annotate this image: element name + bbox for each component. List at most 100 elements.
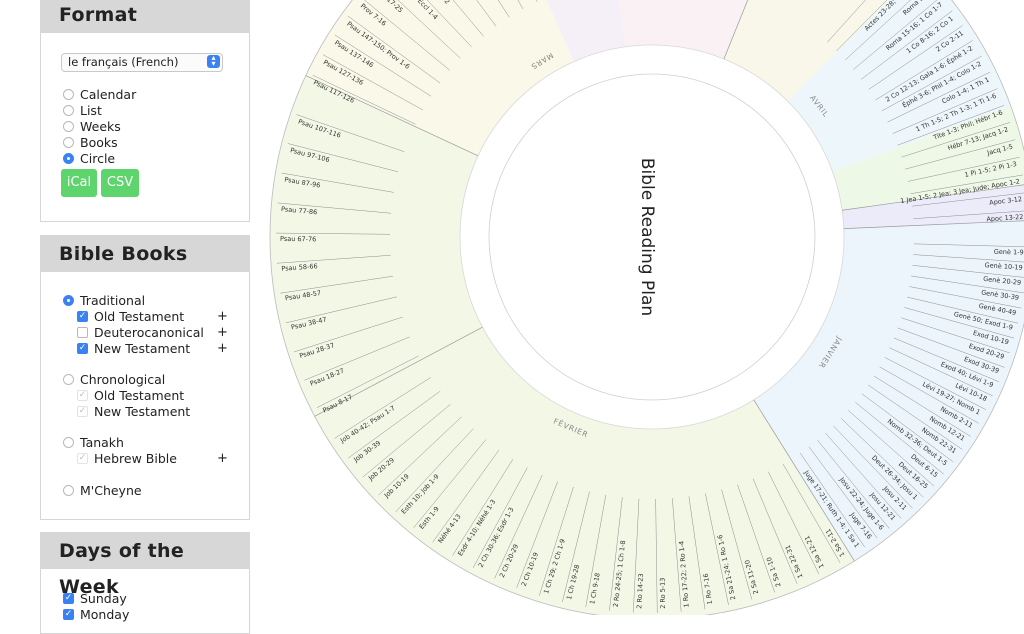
check-sunday[interactable]: ✓ xyxy=(63,593,74,604)
outer-ring xyxy=(269,0,1024,615)
check-new-testament[interactable]: ✓ xyxy=(77,343,88,354)
sector-fevrier-upper xyxy=(270,75,483,417)
reading-tick xyxy=(913,243,1024,247)
reading-tick xyxy=(897,105,1005,146)
reading-tick xyxy=(909,286,1022,309)
reading-tick xyxy=(452,0,484,37)
reading-tick xyxy=(889,347,993,397)
reading-tick xyxy=(752,478,798,584)
reading-tick xyxy=(633,498,640,613)
sector-mars-upper xyxy=(546,0,626,62)
reading-tick xyxy=(312,74,416,125)
radio-mcheyne[interactable] xyxy=(63,485,74,496)
reading-tick xyxy=(887,71,991,123)
ical-button[interactable]: iCal xyxy=(61,169,97,197)
sector-avril-low xyxy=(832,106,1024,211)
reading-tick xyxy=(912,265,1024,278)
option-sunday[interactable]: ✓ Sunday xyxy=(63,591,127,606)
expand-old-testament-button[interactable]: + xyxy=(217,309,228,324)
expand-new-testament-button[interactable]: + xyxy=(217,341,228,356)
option-deuterocanonical[interactable]: Deuterocanonical xyxy=(77,325,204,341)
reading-tick xyxy=(296,114,405,152)
center-ring xyxy=(488,73,816,401)
reading-tick xyxy=(800,452,865,548)
csv-button[interactable]: CSV xyxy=(101,169,139,197)
reading-tick xyxy=(907,156,1020,182)
reading-tick xyxy=(840,418,924,498)
radio-circle[interactable] xyxy=(63,153,74,164)
radio-calendar[interactable] xyxy=(63,89,74,100)
reading-tick xyxy=(281,172,394,193)
reading-tick xyxy=(875,40,973,101)
option-mcheyne[interactable]: M'Cheyne xyxy=(63,483,142,499)
reading-tick xyxy=(562,491,590,603)
bible-books-panel: Bible Books Traditional ✓ Old Testament +… xyxy=(40,235,250,520)
language-select-value: le français (French) xyxy=(68,55,179,69)
radio-books[interactable] xyxy=(63,137,74,148)
reading-tick xyxy=(853,0,938,70)
reading-tick xyxy=(293,316,403,353)
reading-tick xyxy=(432,449,500,543)
radio-weeks[interactable] xyxy=(63,121,74,132)
reading-tick xyxy=(672,498,682,612)
format-panel: Format le français (French) ▴ ▾ Calendar … xyxy=(40,0,250,222)
option-traditional[interactable]: Traditional xyxy=(63,293,145,309)
reading-tick xyxy=(825,433,902,519)
reading-tick xyxy=(892,88,998,134)
radio-traditional[interactable] xyxy=(63,295,74,306)
days-of-week-panel: Days of the Week ✓ Sunday ✓ Monday xyxy=(40,532,250,634)
option-chronological[interactable]: Chronological xyxy=(63,372,165,388)
reading-tick xyxy=(861,10,953,80)
reading-tick xyxy=(426,0,472,48)
option-chrono-old: ✓ Old Testament xyxy=(77,388,185,403)
reading-tick xyxy=(861,393,954,463)
format-option-books[interactable]: Books xyxy=(63,135,118,151)
option-monday[interactable]: ✓ Monday xyxy=(63,607,130,622)
reading-tick xyxy=(768,471,820,575)
reading-tick xyxy=(855,402,944,475)
option-chrono-new: ✓ New Testament xyxy=(77,404,191,419)
reading-tick xyxy=(655,498,658,613)
bible-books-title: Bible Books xyxy=(41,236,249,272)
reading-tick xyxy=(904,307,1015,339)
reading-label: Psau 77-86 xyxy=(281,205,318,216)
reading-label: Apoc 13-22 xyxy=(986,213,1024,224)
reading-tick xyxy=(347,390,441,459)
option-new-testament[interactable]: ✓ New Testament xyxy=(77,341,191,356)
format-option-weeks[interactable]: Weeks xyxy=(63,119,121,135)
reading-tick xyxy=(476,0,497,27)
format-option-circle[interactable]: Circle xyxy=(63,151,115,167)
check-deuterocanonical[interactable] xyxy=(77,327,88,338)
reading-tick xyxy=(737,484,775,593)
radio-list[interactable] xyxy=(63,105,74,116)
option-tanakh[interactable]: Tanakh xyxy=(63,435,124,451)
reading-tick xyxy=(705,493,729,606)
expand-deuterocanonical-button[interactable]: + xyxy=(217,325,228,340)
format-option-calendar[interactable]: Calendar xyxy=(63,87,136,103)
check-old-testament[interactable]: ✓ xyxy=(77,311,88,322)
reading-tick xyxy=(848,410,934,487)
month-divider xyxy=(753,399,855,562)
reading-tick xyxy=(472,467,528,568)
reading-tick xyxy=(881,55,982,112)
expand-hebrew-bible-button[interactable]: + xyxy=(217,451,228,466)
language-select[interactable]: le français (French) ▴ ▾ xyxy=(61,53,223,72)
reading-tick xyxy=(721,489,753,600)
reading-tick xyxy=(494,474,543,579)
reading-tick xyxy=(906,296,1019,324)
option-old-testament[interactable]: ✓ Old Testament xyxy=(77,309,185,324)
sector-avril xyxy=(723,0,890,102)
reading-label: 2 Ro 14-23 xyxy=(635,573,645,609)
radio-tanakh[interactable] xyxy=(63,437,74,448)
reading-tick xyxy=(879,366,979,424)
radio-chronological[interactable] xyxy=(63,374,74,385)
reading-tick xyxy=(844,0,912,61)
reading-label: Genè 10-19 xyxy=(984,261,1023,272)
option-hebrew-bible: ✓ Hebrew Bible xyxy=(77,451,177,466)
reading-tick xyxy=(323,54,423,111)
reading-tick xyxy=(395,428,474,513)
check-chrono-new: ✓ xyxy=(77,406,88,417)
format-option-list[interactable]: List xyxy=(63,103,102,119)
reading-tick xyxy=(585,494,607,608)
